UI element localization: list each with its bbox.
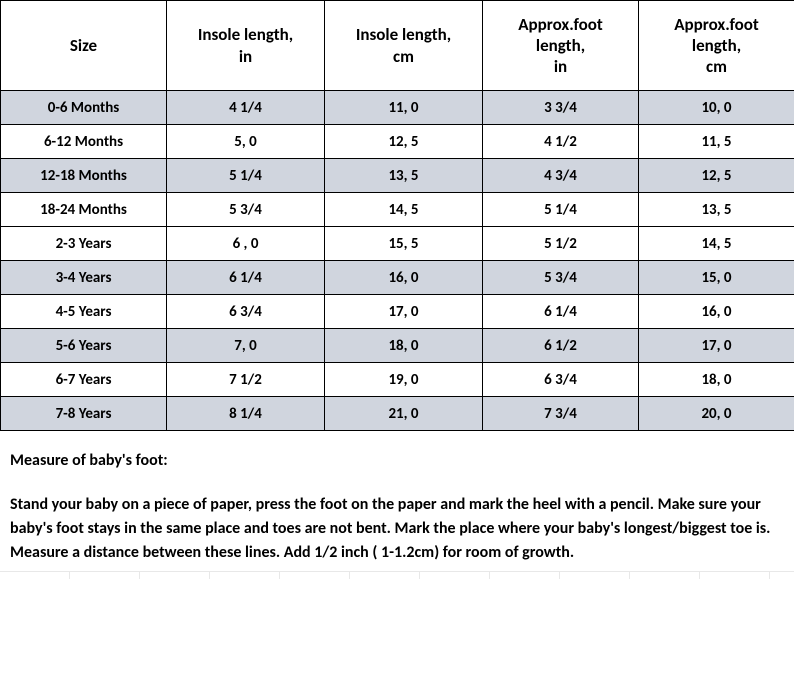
table-cell: 18, 0 <box>325 329 483 363</box>
table-cell: 6 3/4 <box>167 295 325 329</box>
table-cell: 0-6 Months <box>1 91 167 125</box>
col-header-insole-in: Insole length,in <box>167 1 325 91</box>
table-cell: 11, 0 <box>325 91 483 125</box>
table-cell: 17, 0 <box>639 329 794 363</box>
table-row: 6-7 Years7 1/219, 06 3/418, 0 <box>1 363 794 397</box>
table-cell: 7, 0 <box>167 329 325 363</box>
notes-section: Measure of baby's foot: Stand your baby … <box>0 431 794 571</box>
table-cell: 5 1/2 <box>483 227 639 261</box>
table-cell: 11, 5 <box>639 125 794 159</box>
table-cell: 16, 0 <box>639 295 794 329</box>
table-row: 5-6 Years7, 018, 06 1/217, 0 <box>1 329 794 363</box>
table-row: 0-6 Months4 1/411, 03 3/410, 0 <box>1 91 794 125</box>
col-header-insole-cm: Insole length,cm <box>325 1 483 91</box>
table-cell: 12, 5 <box>639 159 794 193</box>
table-cell: 15, 5 <box>325 227 483 261</box>
notes-body: Stand your baby on a piece of paper, pre… <box>10 493 784 565</box>
table-row: 2-3 Years6 , 015, 55 1/214, 5 <box>1 227 794 261</box>
table-cell: 15, 0 <box>639 261 794 295</box>
table-cell: 5 1/4 <box>167 159 325 193</box>
table-cell: 12-18 Months <box>1 159 167 193</box>
table-cell: 21, 0 <box>325 397 483 431</box>
table-cell: 6 1/2 <box>483 329 639 363</box>
table-cell: 3-4 Years <box>1 261 167 295</box>
table-cell: 7 3/4 <box>483 397 639 431</box>
table-cell: 14, 5 <box>639 227 794 261</box>
table-row: 18-24 Months5 3/414, 55 1/413, 5 <box>1 193 794 227</box>
size-chart-sheet: Size Insole length,in Insole length,cm A… <box>0 0 794 579</box>
table-cell: 16, 0 <box>325 261 483 295</box>
col-header-foot-in: Approx.footlength,in <box>483 1 639 91</box>
table-cell: 6 1/4 <box>483 295 639 329</box>
table-cell: 3 3/4 <box>483 91 639 125</box>
table-cell: 13, 5 <box>325 159 483 193</box>
table-cell: 5-6 Years <box>1 329 167 363</box>
table-cell: 2-3 Years <box>1 227 167 261</box>
table-cell: 6 3/4 <box>483 363 639 397</box>
table-cell: 4-5 Years <box>1 295 167 329</box>
table-row: 12-18 Months5 1/413, 54 3/412, 5 <box>1 159 794 193</box>
table-cell: 18, 0 <box>639 363 794 397</box>
table-cell: 19, 0 <box>325 363 483 397</box>
table-row: 6-12 Months5, 012, 54 1/211, 5 <box>1 125 794 159</box>
table-row: 4-5 Years6 3/417, 06 1/416, 0 <box>1 295 794 329</box>
table-cell: 6-7 Years <box>1 363 167 397</box>
table-cell: 17, 0 <box>325 295 483 329</box>
table-cell: 6 , 0 <box>167 227 325 261</box>
spreadsheet-grid-hint <box>0 571 794 579</box>
size-table: Size Insole length,in Insole length,cm A… <box>0 0 794 431</box>
col-header-foot-cm: Approx.footlength,cm <box>639 1 794 91</box>
col-header-size: Size <box>1 1 167 91</box>
header-row: Size Insole length,in Insole length,cm A… <box>1 1 794 91</box>
table-cell: 5, 0 <box>167 125 325 159</box>
table-cell: 4 3/4 <box>483 159 639 193</box>
table-cell: 13, 5 <box>639 193 794 227</box>
table-cell: 12, 5 <box>325 125 483 159</box>
table-cell: 7 1/2 <box>167 363 325 397</box>
table-row: 3-4 Years6 1/416, 05 3/415, 0 <box>1 261 794 295</box>
table-cell: 8 1/4 <box>167 397 325 431</box>
notes-title: Measure of baby's foot: <box>10 449 784 473</box>
table-cell: 6 1/4 <box>167 261 325 295</box>
table-cell: 5 1/4 <box>483 193 639 227</box>
table-cell: 10, 0 <box>639 91 794 125</box>
table-row: 7-8 Years8 1/421, 07 3/420, 0 <box>1 397 794 431</box>
table-body: 0-6 Months4 1/411, 03 3/410, 06-12 Month… <box>1 91 794 431</box>
table-cell: 5 3/4 <box>167 193 325 227</box>
table-cell: 4 1/4 <box>167 91 325 125</box>
table-cell: 18-24 Months <box>1 193 167 227</box>
table-cell: 4 1/2 <box>483 125 639 159</box>
table-cell: 14, 5 <box>325 193 483 227</box>
table-header: Size Insole length,in Insole length,cm A… <box>1 1 794 91</box>
table-cell: 5 3/4 <box>483 261 639 295</box>
table-cell: 7-8 Years <box>1 397 167 431</box>
table-cell: 6-12 Months <box>1 125 167 159</box>
table-cell: 20, 0 <box>639 397 794 431</box>
